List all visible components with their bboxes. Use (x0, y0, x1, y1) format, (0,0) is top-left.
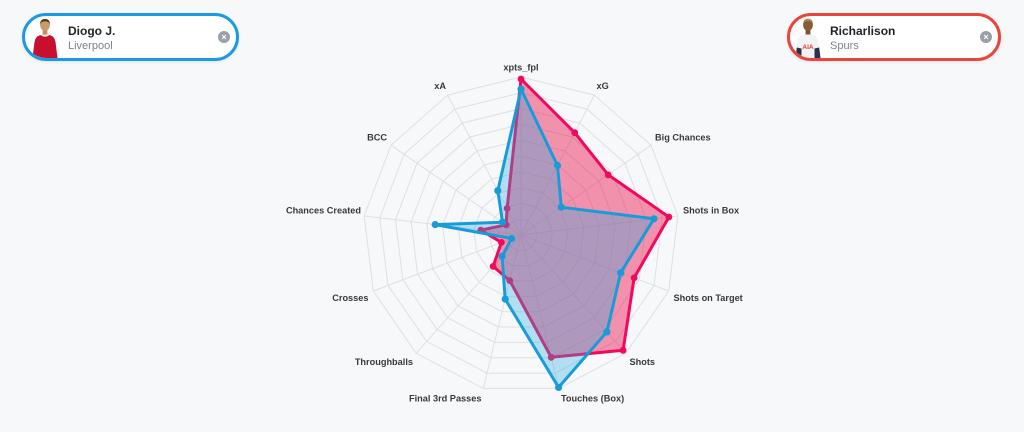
svg-text:Throughballs: Throughballs (355, 357, 413, 367)
svg-text:Final 3rd Passes: Final 3rd Passes (409, 394, 482, 404)
svg-text:Chances Created: Chances Created (286, 206, 361, 216)
svg-text:xpts_fpl: xpts_fpl (503, 63, 538, 73)
svg-text:Shots: Shots (630, 357, 656, 367)
svg-text:Big Chances: Big Chances (655, 133, 711, 143)
svg-text:xA: xA (434, 81, 446, 91)
svg-text:Shots in Box: Shots in Box (683, 206, 740, 216)
svg-text:Touches (Box): Touches (Box) (561, 393, 624, 403)
svg-text:Crosses: Crosses (332, 293, 368, 303)
svg-text:AIA: AIA (802, 44, 814, 51)
svg-text:BCC: BCC (367, 133, 387, 143)
svg-text:Shots on Target: Shots on Target (674, 293, 743, 303)
svg-text:xG: xG (597, 81, 609, 91)
